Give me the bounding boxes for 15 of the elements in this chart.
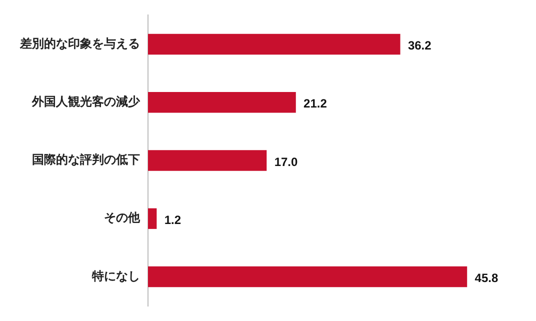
data-label: 17.0 [274, 154, 298, 169]
data-label: 45.8 [474, 271, 498, 286]
data-label: 36.2 [408, 38, 432, 53]
data-label: 1.2 [164, 212, 182, 227]
bar [148, 150, 267, 171]
bar [148, 34, 400, 55]
data-label: 21.2 [304, 96, 328, 111]
y-tick-label: その他 [104, 210, 141, 225]
y-tick-label: 差別的な印象を与える [19, 36, 140, 50]
y-tick-label: 特になし [91, 268, 140, 283]
bar [148, 208, 157, 229]
bar [148, 92, 296, 113]
bar [148, 266, 468, 288]
y-tick-label: 国際的な評判の低下 [32, 152, 140, 167]
y-tick-label: 外国人観光客の減少 [31, 94, 141, 109]
